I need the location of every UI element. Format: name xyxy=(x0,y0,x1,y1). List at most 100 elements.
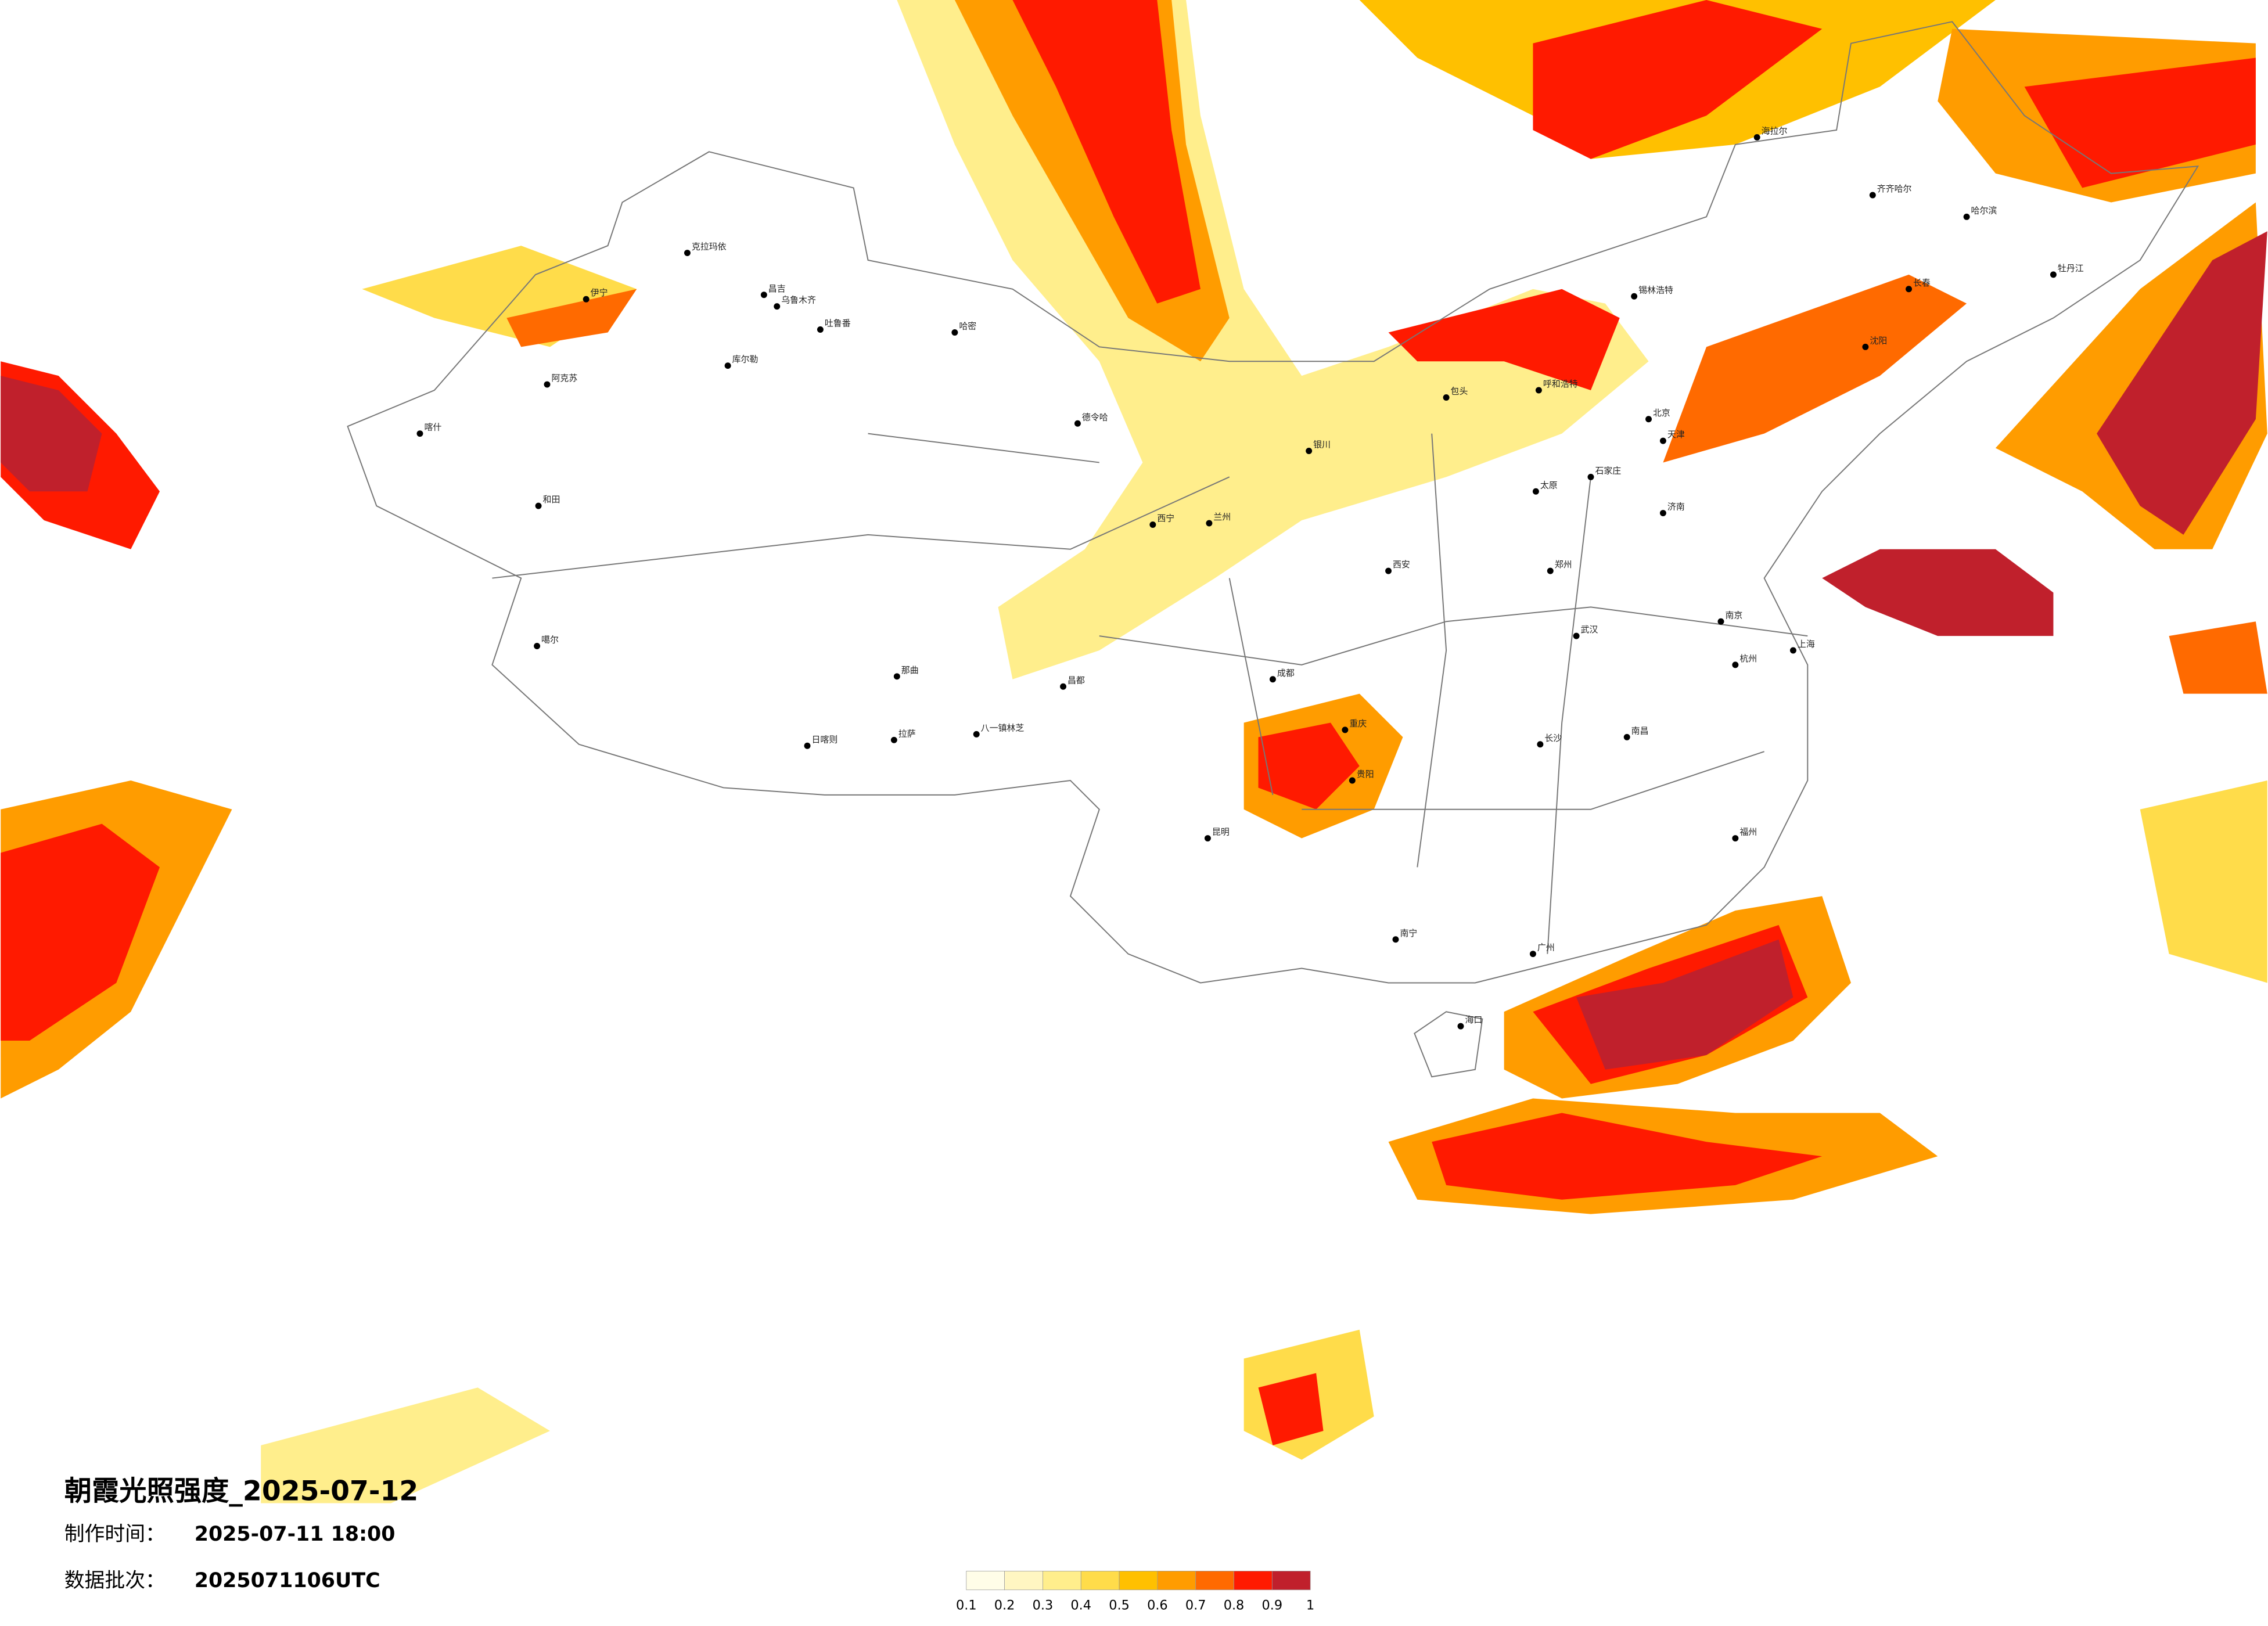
city-label: 库尔勒 xyxy=(732,354,759,365)
city-label: 日喀则 xyxy=(811,734,838,744)
borders xyxy=(347,21,2199,1078)
city-dot xyxy=(774,303,781,310)
city-dot xyxy=(1204,835,1211,842)
city-dot xyxy=(1457,1023,1464,1030)
city-dot xyxy=(416,430,423,437)
city-label: 哈密 xyxy=(959,321,976,331)
city-dot xyxy=(583,296,590,303)
country-outline xyxy=(347,21,2199,984)
field-patch xyxy=(1,376,102,492)
city-dot xyxy=(1306,448,1313,455)
field-patch xyxy=(1533,0,1823,159)
city-label: 八一镇林芝 xyxy=(981,722,1025,733)
city-label: 锡林浩特 xyxy=(1638,285,1673,295)
city-dot xyxy=(1149,521,1156,528)
city-label: 重庆 xyxy=(1349,718,1367,729)
city-label: 拉萨 xyxy=(898,728,916,739)
colorbar-tick-label: 0.2 xyxy=(994,1598,1015,1613)
city-dot xyxy=(544,381,551,388)
city-dot xyxy=(1732,661,1739,668)
city-dot xyxy=(1906,286,1913,293)
colorbar-tick-label: 1 xyxy=(1306,1598,1314,1613)
city-dot xyxy=(1789,647,1796,654)
city-dot xyxy=(1645,416,1652,423)
city-label: 长春 xyxy=(1913,278,1931,288)
colorbar-tick-label: 0.5 xyxy=(1109,1598,1130,1613)
colorbar-swatch xyxy=(1004,1571,1043,1591)
city-dot xyxy=(760,292,767,298)
batch: 2025071106UTC xyxy=(195,1569,380,1592)
city-label: 石家庄 xyxy=(1595,465,1621,476)
field-patch xyxy=(1,823,160,1041)
city-dot xyxy=(1732,835,1739,842)
city-label: 沈阳 xyxy=(1870,335,1887,346)
field-patch xyxy=(1388,289,1620,390)
city-label: 广州 xyxy=(1537,942,1555,953)
colorbar-swatch xyxy=(1271,1571,1311,1591)
city-label: 杭州 xyxy=(1739,653,1757,664)
batch-label: 数据批次： xyxy=(64,1569,166,1592)
made-time: 2025-07-11 18:00 xyxy=(195,1523,396,1546)
city-label: 长沙 xyxy=(1544,733,1562,743)
city-label: 牡丹江 xyxy=(2058,263,2084,274)
field-patch xyxy=(1576,939,1793,1070)
city-dot xyxy=(973,731,980,738)
city-dot xyxy=(1342,726,1349,733)
colorbar-swatch xyxy=(1234,1571,1273,1591)
made-label: 制作时间： xyxy=(64,1523,166,1546)
colorbar-swatch xyxy=(1195,1571,1234,1591)
city-dot xyxy=(1206,520,1213,527)
field-patch xyxy=(2140,780,2267,983)
city-dot xyxy=(684,250,691,257)
city-label: 成都 xyxy=(1277,668,1295,678)
city-label: 昌都 xyxy=(1067,675,1085,685)
city-label: 吐鲁番 xyxy=(825,318,851,329)
colorbar-tick-label: 0.1 xyxy=(956,1598,977,1613)
city-dot xyxy=(1573,632,1580,639)
city-dot xyxy=(1537,741,1544,748)
city-label: 噶尔 xyxy=(541,635,559,645)
city-dot xyxy=(1349,777,1356,784)
field-patch xyxy=(2097,231,2267,535)
city-label: 南宁 xyxy=(1400,928,1417,938)
city-label: 西安 xyxy=(1393,559,1410,570)
field-patch xyxy=(1012,0,1201,304)
city-label: 武汉 xyxy=(1581,624,1598,635)
city-label: 昌吉 xyxy=(768,283,786,294)
city-label: 太原 xyxy=(1540,480,1558,490)
city-label: 上海 xyxy=(1798,639,1815,649)
city-label: 兰州 xyxy=(1213,512,1231,522)
city-label: 郑州 xyxy=(1555,559,1572,570)
city-label: 海拉尔 xyxy=(1762,125,1788,136)
city-label: 海口 xyxy=(1465,1015,1482,1025)
city-dot xyxy=(817,326,824,333)
city-dot xyxy=(535,502,542,509)
city-dot xyxy=(893,673,900,680)
colorbar: 0.1 0.2 0.3 0.4 0.5 0.6 0.7 0.8 0.9 1 xyxy=(956,1571,1314,1613)
city-dot xyxy=(1623,733,1630,740)
city-label: 西宁 xyxy=(1157,513,1174,524)
city-label: 哈尔滨 xyxy=(1971,205,1997,215)
city-dot xyxy=(1717,618,1724,625)
colorbar-tick-label: 0.4 xyxy=(1070,1598,1091,1613)
field-patch xyxy=(1663,274,1967,463)
colorbar-swatch xyxy=(966,1571,1005,1591)
city-label: 齐齐哈尔 xyxy=(1877,184,1912,194)
city-dot xyxy=(1074,420,1081,427)
city-dot xyxy=(1443,394,1450,401)
city-label: 和田 xyxy=(543,494,560,505)
field-patch xyxy=(1258,722,1360,810)
city-label: 德令哈 xyxy=(1082,412,1108,422)
city-dot xyxy=(1963,213,1970,220)
colorbar-tick-label: 0.9 xyxy=(1262,1598,1283,1613)
colorbar-swatch xyxy=(1080,1571,1120,1591)
city-dot xyxy=(534,643,541,650)
city-dot xyxy=(951,329,958,336)
city-dot xyxy=(1532,488,1539,495)
city-dot xyxy=(1659,437,1666,444)
colorbar-swatch xyxy=(1157,1571,1196,1591)
city-dot xyxy=(1060,683,1067,690)
city-label: 昆明 xyxy=(1212,827,1230,837)
